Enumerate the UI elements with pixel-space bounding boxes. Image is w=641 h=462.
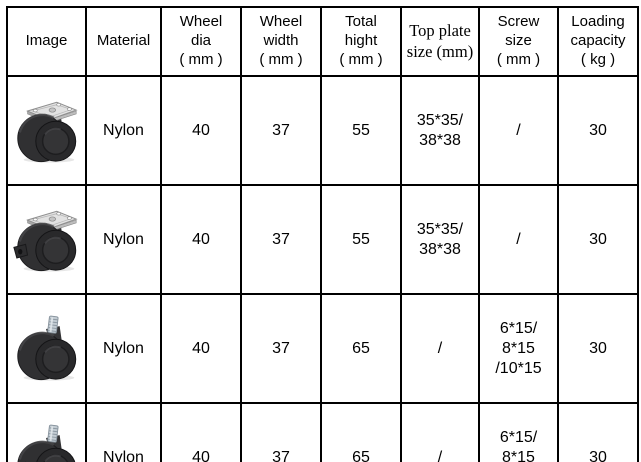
cell-wheel-width: 37 xyxy=(240,184,322,295)
cell-screw-size: 6*15/ 8*15 /10*15 xyxy=(478,402,559,462)
cell-material: Nylon xyxy=(85,402,162,462)
caster-threaded-stem-brake-icon xyxy=(12,424,77,462)
header-loading-capacity: Loading capacity ( kg ) xyxy=(557,6,639,77)
cell-screw-size: 6*15/ 8*15 /10*15 xyxy=(478,293,559,404)
product-image-cell xyxy=(6,293,87,404)
cell-top-plate-size: / xyxy=(400,293,480,404)
cell-top-plate-size: 35*35/ 38*38 xyxy=(400,184,480,295)
table-row: Nylon 40 37 55 35*35/ 38*38 / 30 xyxy=(6,75,639,186)
header-row: Image Material Wheel dia ( mm ) Wheel wi… xyxy=(6,6,639,77)
cell-wheel-dia: 40 xyxy=(160,293,242,404)
caster-threaded-stem-icon xyxy=(16,315,77,382)
cell-loading-capacity: 30 xyxy=(557,184,639,295)
cell-wheel-width: 37 xyxy=(240,293,322,404)
cell-loading-capacity: 30 xyxy=(557,293,639,404)
caster-top-plate-brake-icon xyxy=(12,210,77,273)
cell-material: Nylon xyxy=(85,184,162,295)
table-row: Nylon 40 37 65 / 6*15/ 8*15 /10*15 30 xyxy=(6,402,639,462)
header-screw-size: Screw size ( mm ) xyxy=(478,6,559,77)
header-total-hight: Total hight ( mm ) xyxy=(320,6,402,77)
caster-spec-table: Image Material Wheel dia ( mm ) Wheel wi… xyxy=(6,6,639,462)
cell-loading-capacity: 30 xyxy=(557,402,639,462)
cell-top-plate-size: / xyxy=(400,402,480,462)
cell-total-hight: 55 xyxy=(320,184,402,295)
product-image-cell xyxy=(6,184,87,295)
header-top-plate-size: Top plate size (mm) xyxy=(400,6,480,77)
header-wheel-width: Wheel width ( mm ) xyxy=(240,6,322,77)
cell-loading-capacity: 30 xyxy=(557,75,639,186)
cell-wheel-dia: 40 xyxy=(160,184,242,295)
cell-wheel-dia: 40 xyxy=(160,402,242,462)
cell-material: Nylon xyxy=(85,75,162,186)
cell-total-hight: 65 xyxy=(320,293,402,404)
cell-screw-size: / xyxy=(478,184,559,295)
cell-top-plate-size: 35*35/ 38*38 xyxy=(400,75,480,186)
header-wheel-dia: Wheel dia ( mm ) xyxy=(160,6,242,77)
product-image-cell xyxy=(6,75,87,186)
cell-screw-size: / xyxy=(478,75,559,186)
cell-wheel-dia: 40 xyxy=(160,75,242,186)
table-row: Nylon 40 37 55 35*35/ 38*38 / 30 xyxy=(6,184,639,295)
caster-top-plate-icon xyxy=(16,101,77,164)
product-image-cell xyxy=(6,402,87,462)
cell-material: Nylon xyxy=(85,293,162,404)
cell-total-hight: 55 xyxy=(320,75,402,186)
cell-wheel-width: 37 xyxy=(240,75,322,186)
cell-wheel-width: 37 xyxy=(240,402,322,462)
cell-total-hight: 65 xyxy=(320,402,402,462)
header-image: Image xyxy=(6,6,87,77)
header-material: Material xyxy=(85,6,162,77)
table-row: Nylon 40 37 65 / 6*15/ 8*15 /10*15 30 xyxy=(6,293,639,404)
